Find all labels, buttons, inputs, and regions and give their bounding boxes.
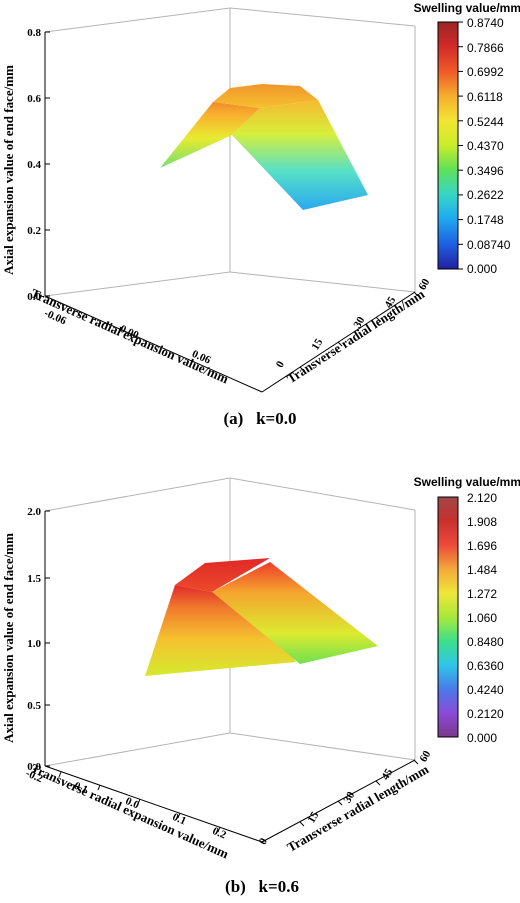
z-tick-label: 2.0 — [27, 506, 41, 518]
surface-b-crest — [175, 558, 270, 592]
colorbar-tick-label: 0.7866 — [467, 41, 504, 55]
colorbar-tick-label: 0.3496 — [467, 164, 504, 178]
surface-a-crest — [213, 84, 318, 108]
x-tick-label: 0.2 — [210, 825, 228, 842]
chart-b-x-axis-label: Transverse radial expansion value/mm — [29, 760, 231, 861]
colorbar-tick-label: 0.000 — [467, 731, 497, 745]
chart-b: 0.0 0.5 1.0 1.5 2.0 Axial expansion valu… — [1, 475, 520, 896]
z-tick-label: 0.5 — [27, 700, 41, 712]
surface-b-left-face — [145, 585, 296, 676]
colorbar-tick-label: 0.8480 — [467, 635, 504, 649]
chart-b-z-ticks — [45, 510, 50, 767]
colorbar-tick-label: 2.120 — [467, 491, 497, 505]
chart-b-colorbar — [437, 496, 459, 738]
colorbar-tick-label: 0.1748 — [467, 213, 504, 227]
colorbar-tick-label: 1.272 — [467, 587, 497, 601]
chart-b-x-axis — [44, 765, 263, 843]
chart-a-colorbar-ticks — [458, 21, 463, 270]
colorbar-tick-label: 1.484 — [467, 563, 497, 577]
surface-a-right-face — [232, 100, 368, 210]
z-tick-label: 0.0 — [27, 291, 41, 303]
chart-a-z-ticks — [45, 31, 50, 297]
z-tick-label: 0.6 — [27, 93, 41, 105]
chart-b-surface — [145, 558, 378, 676]
chart-a-frame — [44, 7, 416, 297]
colorbar-tick-label: 0.8740 — [467, 16, 504, 30]
z-tick-label: 1.0 — [27, 638, 41, 650]
chart-a-y-axis-label: Transverse radial length/mm — [284, 286, 427, 386]
chart-b-colorbar-title: Swelling value/mm — [414, 475, 520, 489]
z-tick-label: 0.8 — [27, 27, 41, 39]
x-tick-label: 0.0 — [123, 795, 141, 812]
colorbar-tick-label: 1.060 — [467, 611, 497, 625]
colorbar-tick-label: 1.908 — [467, 515, 497, 529]
chart-a-caption: (a) k=0.0 — [224, 409, 297, 428]
chart-a-colorbar-title: Swelling value/mm — [414, 1, 520, 15]
chart-b-y-axis-label: Transverse radial length/mm — [284, 761, 431, 854]
chart-a-colorbar — [437, 21, 459, 270]
z-tick-label: 0.2 — [27, 225, 41, 237]
chart-b-caption: (b) k=0.6 — [225, 877, 299, 896]
colorbar-tick-label: 0.08740 — [467, 238, 511, 252]
chart-a: 0.0 0.2 0.4 0.6 0.8 Axial expansion valu… — [1, 1, 520, 428]
y-tick-label: 0 — [257, 836, 270, 847]
chart-a-surface — [160, 84, 368, 210]
colorbar-tick-label: 0.6360 — [467, 659, 504, 673]
chart-a-y-ticks — [299, 291, 419, 372]
surface-b-right-face — [212, 562, 378, 664]
colorbar-tick-label: 0.000 — [467, 262, 497, 276]
chart-a-x-axis — [44, 295, 263, 393]
colorbar-tick-label: 0.6118 — [467, 90, 503, 104]
colorbar-tick-label: 1.696 — [467, 539, 497, 553]
z-tick-label: 0.4 — [27, 159, 41, 171]
chart-b-z-axis-label: Axial expansion value of end face/mm — [1, 533, 16, 743]
colorbar-tick-label: 0.2622 — [467, 188, 504, 202]
colorbar-tick-label: 0.5244 — [467, 115, 504, 129]
colorbar-tick-label: 0.2120 — [467, 707, 504, 721]
surface-a-left-face — [160, 102, 260, 168]
z-tick-label: 0.0 — [27, 761, 41, 773]
chart-b-x-ticks — [58, 771, 221, 833]
z-tick-label: 1.5 — [27, 573, 41, 585]
chart-a-x-ticks — [77, 310, 215, 377]
x-tick-label: 0.1 — [170, 811, 187, 828]
chart-b-y-ticks — [299, 759, 419, 827]
chart-a-z-axis-label: Axial expansion value of end face/mm — [1, 65, 16, 275]
chart-a-x-axis-label: Transverse radial expansion value/mm — [29, 285, 231, 386]
colorbar-tick-label: 0.6992 — [467, 65, 504, 79]
y-tick-label: 60 — [417, 748, 433, 764]
colorbar-tick-label: 0.4370 — [467, 139, 504, 153]
y-tick-label: 0 — [274, 359, 287, 370]
colorbar-tick-label: 0.4240 — [467, 683, 504, 697]
